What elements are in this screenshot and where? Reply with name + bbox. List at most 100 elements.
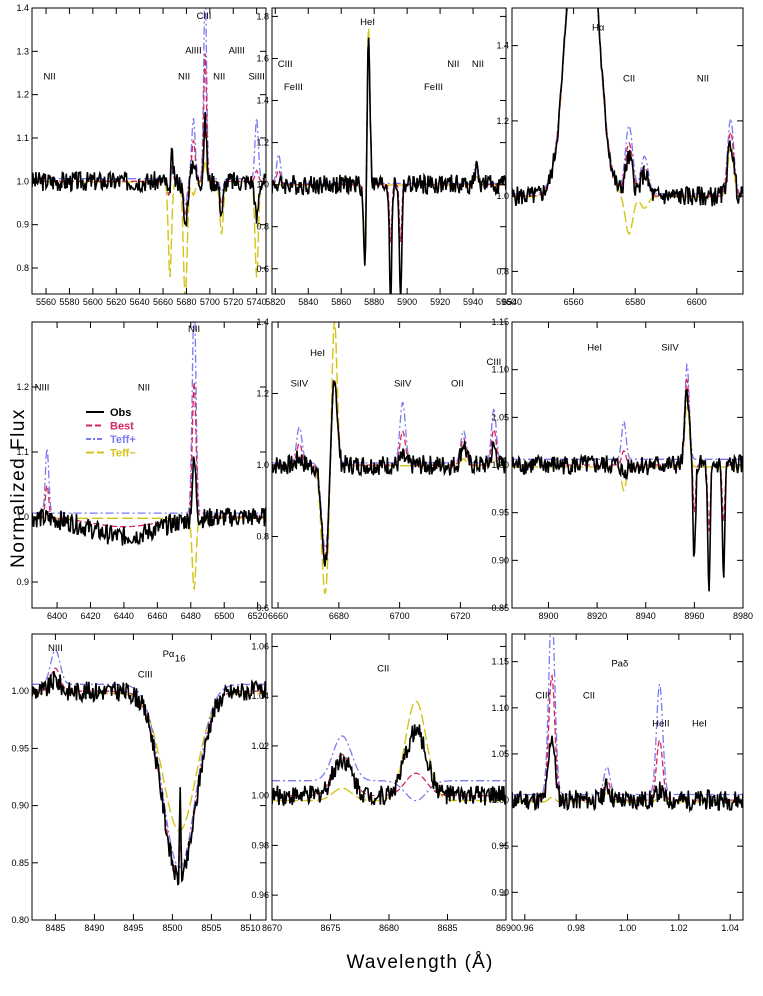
x-tick-label: 8500 (162, 923, 182, 933)
y-tick-label: 1.15 (491, 317, 509, 327)
y-tick-label: 1.4 (16, 3, 29, 13)
series-line-best (32, 381, 266, 528)
y-tick-label: 0.9 (16, 577, 29, 587)
x-tick-label: 6460 (147, 611, 167, 621)
x-tick-label: 5680 (176, 297, 196, 307)
y-tick-label: 1.00 (491, 795, 509, 805)
panel-frame (31, 7, 267, 295)
series-line-obs (272, 37, 506, 294)
y-tick-label: 1.4 (256, 96, 269, 106)
y-tick-label: 1.2 (16, 90, 29, 100)
x-tick-label: 8940 (636, 611, 656, 621)
y-tick-label: 1.15 (491, 657, 509, 667)
series-line-obs (32, 671, 266, 886)
y-tick-label: 0.85 (491, 603, 509, 613)
x-tick-label: 6400 (47, 611, 67, 621)
series-line-cool (32, 681, 266, 832)
y-tick-label: 0.90 (491, 555, 509, 565)
line-annotation: NII (43, 72, 55, 83)
x-tick-label: 6700 (390, 611, 410, 621)
y-tick-label: 0.90 (11, 801, 29, 811)
x-tick-label: 5660 (153, 297, 173, 307)
line-annotation: SiIV (291, 378, 309, 389)
series-line-best (512, 377, 743, 532)
x-tick-label: 6420 (80, 611, 100, 621)
x-tick-label: 6540 (502, 297, 522, 307)
line-annotation: HeI (360, 17, 375, 28)
line-annotation: NII (178, 72, 190, 83)
x-tick-label: 5580 (59, 297, 79, 307)
y-tick-label: 1.00 (491, 460, 509, 470)
y-tick-label: 1.05 (491, 749, 509, 759)
legend-label: Obs (110, 407, 131, 419)
x-tick-label: 8690 (496, 923, 516, 933)
y-tick-label: 1.10 (491, 365, 509, 375)
y-tick-label: 0.85 (11, 858, 29, 868)
y-tick-label: 0.95 (11, 743, 29, 753)
y-tick-label: 1.02 (251, 741, 269, 751)
y-tick-label: 1.1 (16, 133, 29, 143)
y-tick-label: 1.00 (251, 791, 269, 801)
panel-8: 8670 8675 8680 8685 8690 0.96 0.98 1.00 1.02 1.04… (251, 633, 516, 933)
panel-5: 6660 6680 6700 6720 0.6 0.8 1.0 1.2 1.4 HeI SiIV Si… (256, 317, 507, 621)
x-tick-label: 5640 (130, 297, 150, 307)
x-tick-label: 5940 (463, 297, 483, 307)
y-tick-label: 0.95 (491, 508, 509, 518)
y-tick-label: 1.0 (16, 512, 29, 522)
line-annotation: Paδ (611, 658, 628, 669)
y-tick-label: 0.98 (251, 840, 269, 850)
y-tick-label: 1.05 (491, 412, 509, 422)
y-tick-label: 1.2 (256, 138, 269, 148)
panel-4: 6400 6420 6440 6460 6480 6500 6520 0.9 1.0 1.1 1.2… (16, 321, 268, 621)
y-tick-label: 1.06 (251, 641, 269, 651)
series-line-cool (272, 700, 506, 802)
line-annotation: Pα (163, 649, 175, 660)
y-tick-label: 1.2 (496, 116, 509, 126)
line-annotation: SiIII (248, 72, 264, 83)
y-tick-label: 0.6 (256, 603, 269, 613)
y-tick-label: 1.8 (256, 11, 269, 21)
series-line-obs (512, 8, 743, 207)
y-tick-label: 1.0 (16, 176, 29, 186)
line-annotation: CIII (197, 11, 212, 22)
x-tick-label: 6680 (329, 611, 349, 621)
y-tick-label: 1.2 (16, 382, 29, 392)
y-tick-label: 1.04 (251, 691, 269, 701)
y-tick-label: 0.8 (16, 263, 29, 273)
line-annotation: NII (213, 72, 225, 83)
series-line-hot (32, 649, 266, 869)
series-line-obs (512, 735, 743, 814)
y-tick-label: 1.10 (491, 703, 509, 713)
x-tick-label: 6520 (248, 611, 268, 621)
y-tick-label: 1.3 (16, 46, 29, 56)
line-annotation: Hα (592, 23, 605, 34)
x-tick-label: 5900 (397, 297, 417, 307)
x-tick-label: 6600 (687, 297, 707, 307)
legend-label: Best (110, 421, 134, 433)
series-line-cool (512, 791, 743, 803)
line-annotation: CIII (486, 357, 501, 368)
y-tick-label: 0.80 (11, 915, 29, 925)
line-annotation: NIII (48, 643, 63, 654)
x-tick-label: 5600 (83, 297, 103, 307)
line-annotation: CIII (278, 59, 293, 70)
y-tick-label: 1.6 (256, 53, 269, 63)
series-line-best (272, 379, 506, 558)
panel-6: 8900 8920 8940 8960 8980 0.85 0.90 0.95 1.00 1.05… (491, 317, 753, 621)
y-tick-label: 1.0 (256, 460, 269, 470)
x-tick-label: 5840 (298, 297, 318, 307)
panel-grid: 5560 5580 5600 5620 5640 5660 5680 5700 5720 5740… (11, 3, 753, 933)
line-annotation: NIII (35, 382, 50, 393)
line-annotation: HeI (310, 348, 325, 359)
x-tick-label: 8510 (240, 923, 260, 933)
y-tick-label: 0.8 (496, 266, 509, 276)
x-tick-label: 1.02 (670, 923, 688, 933)
x-tick-label: 5700 (200, 297, 220, 307)
y-tick-label: 1.00 (11, 686, 29, 696)
panel-2: 5820 5840 5860 5880 5900 5920 5940 5960 0.6 0.8 1.… (256, 7, 516, 307)
line-annotation: HeI (587, 343, 602, 354)
x-tick-label: 5880 (364, 297, 384, 307)
x-tick-label: 5560 (36, 297, 56, 307)
x-tick-label: 6560 (564, 297, 584, 307)
